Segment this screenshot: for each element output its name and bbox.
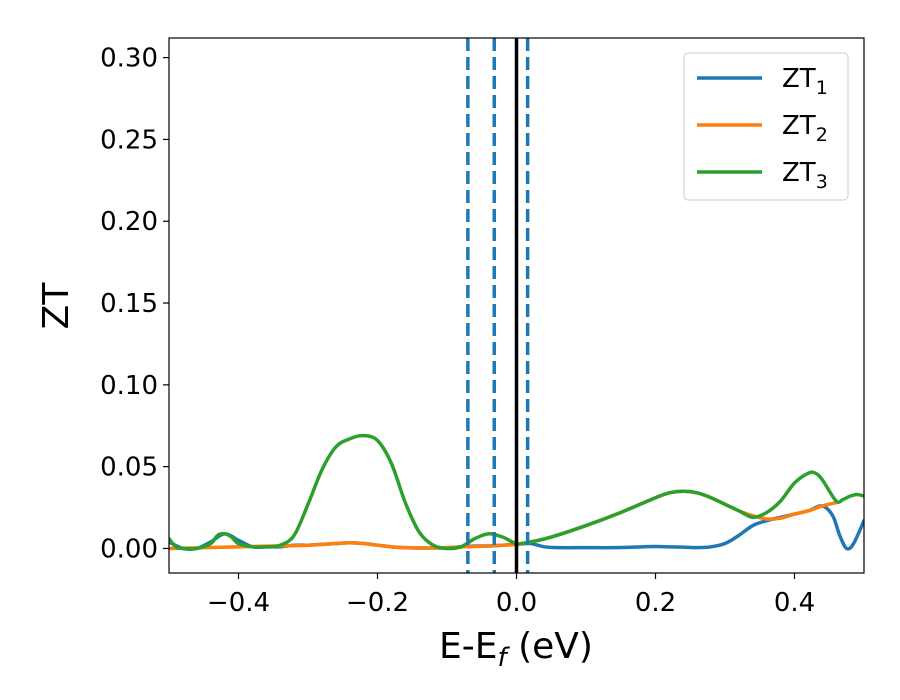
y-axis: 0.00 0.05 0.10 0.15 0.20 0.25 0.30 (100, 44, 169, 564)
plot-area (169, 38, 864, 573)
y-tick-label: 0.15 (100, 289, 158, 319)
legend: ZT1 ZT2 ZT3 (683, 52, 849, 201)
y-tick-label: 0.10 (100, 371, 158, 401)
y-tick-label: 0.05 (100, 453, 158, 483)
y-tick-label: 0.20 (100, 207, 158, 237)
x-axis: −0.4 −0.2 0.0 0.2 0.4 (207, 573, 815, 618)
legend-label-zt2: ZT2 (782, 111, 828, 146)
x-tick-label: 0.2 (635, 588, 676, 618)
x-tick-label: −0.2 (346, 588, 409, 618)
y-tick-label: 0.30 (100, 44, 158, 74)
y-tick-label: 0.00 (100, 534, 158, 564)
x-axis-label: E-Ef (eV) (439, 626, 593, 673)
x-tick-label: −0.4 (207, 588, 270, 618)
series-line-zt2 (169, 489, 838, 551)
x-tick-label: 0.0 (496, 588, 537, 618)
x-tick-label: 0.4 (774, 588, 815, 618)
series-line-zt3 (169, 433, 864, 551)
legend-label-zt3: ZT3 (782, 158, 828, 193)
legend-box (683, 52, 849, 201)
legend-label-zt1: ZT1 (782, 64, 828, 99)
y-axis-label: ZT (36, 282, 77, 330)
y-tick-label: 0.25 (100, 125, 158, 155)
